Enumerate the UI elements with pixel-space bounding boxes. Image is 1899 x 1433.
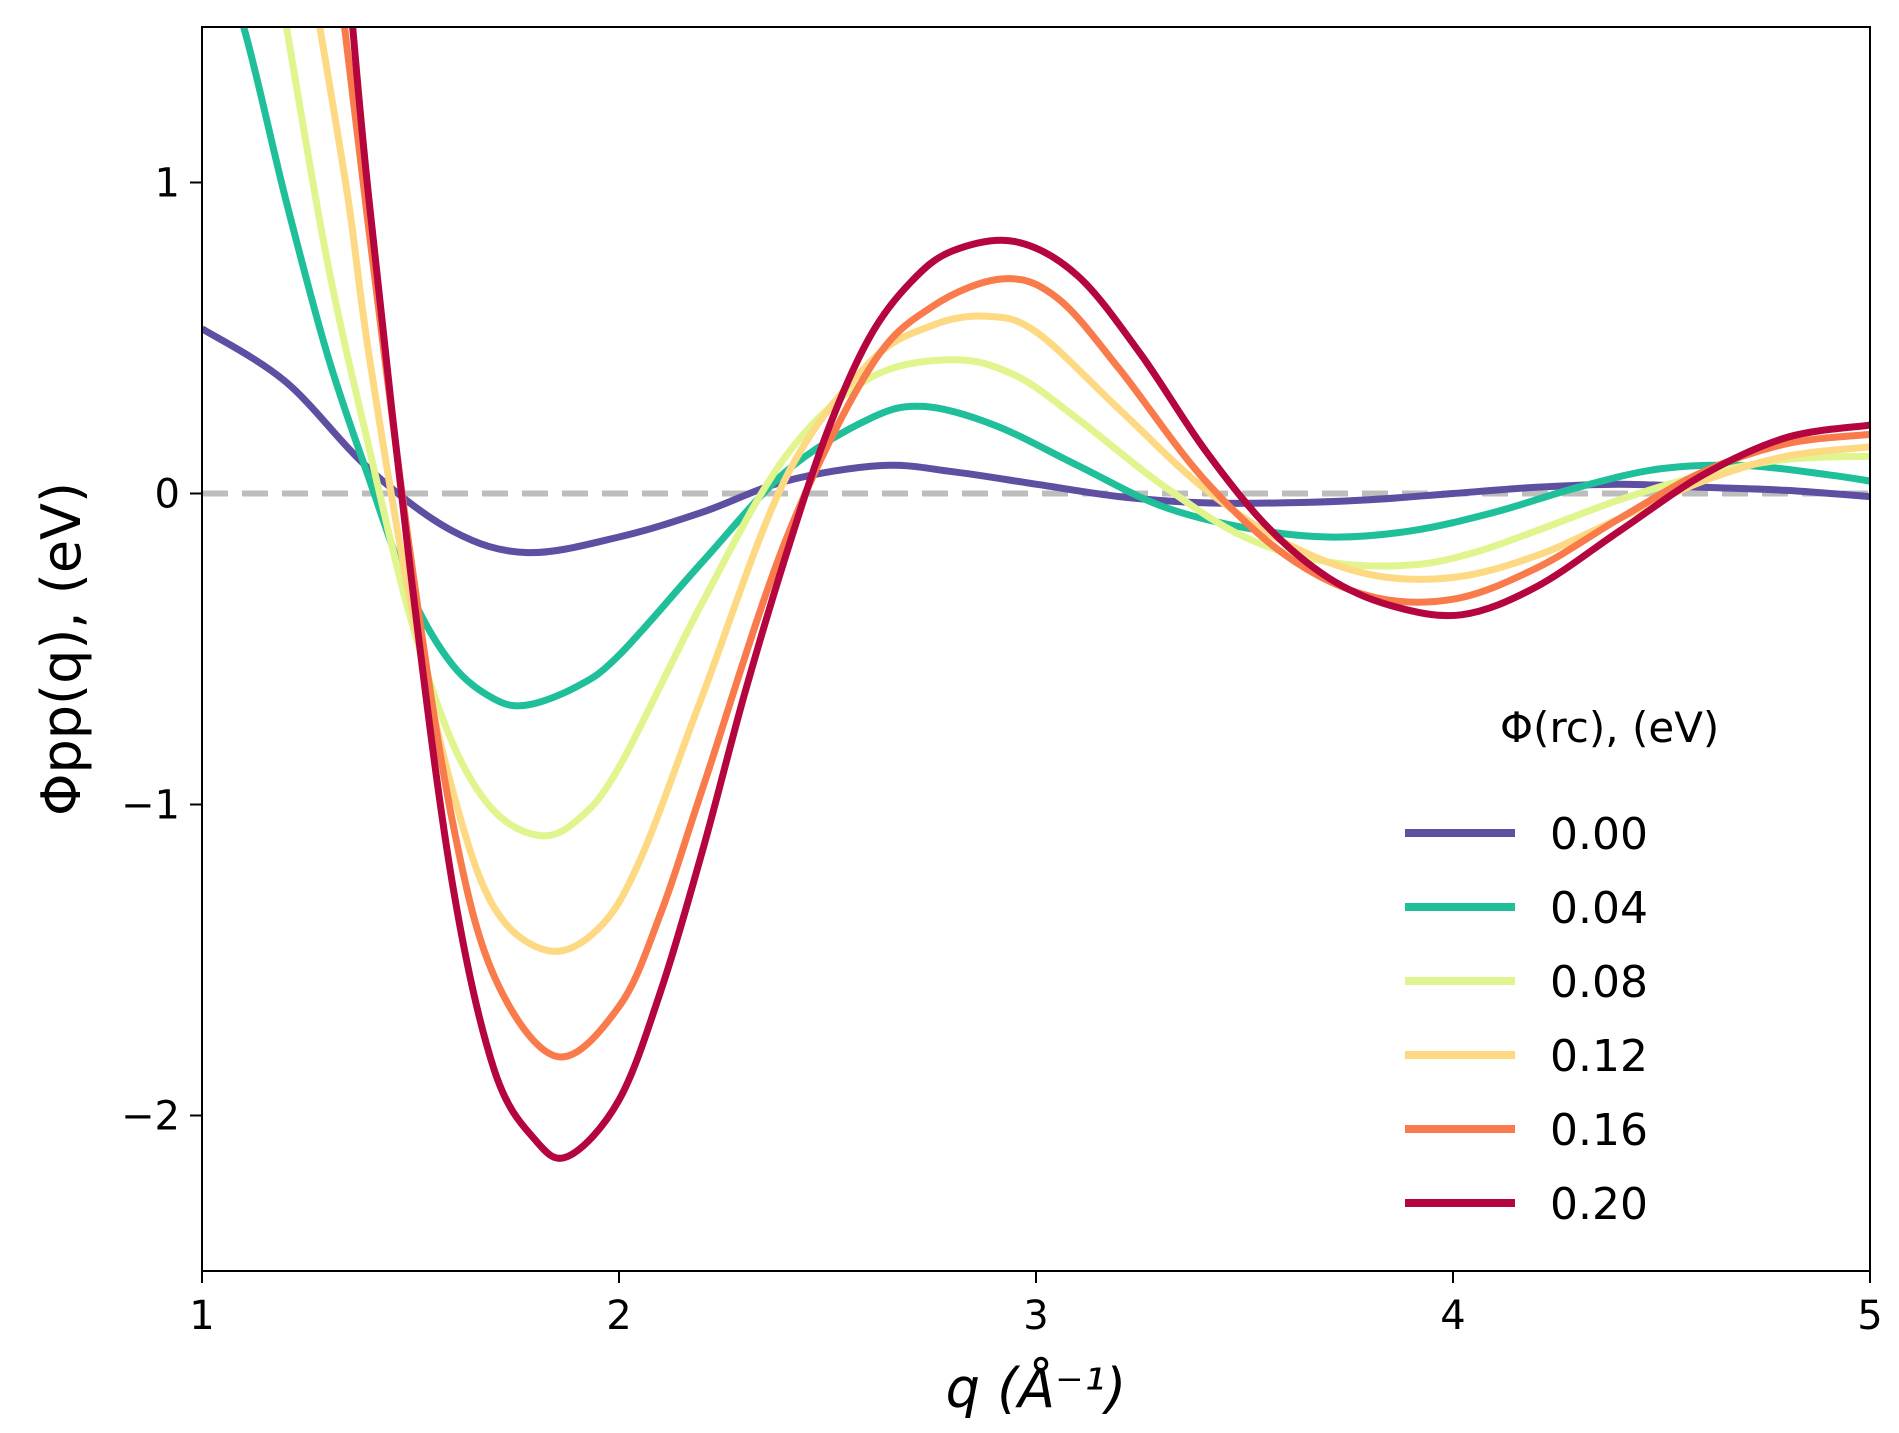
x-tick-label: 4 bbox=[1440, 1293, 1465, 1339]
y-axis-label: Φpp(q), (eV) bbox=[30, 482, 93, 816]
y-tick-label: 0 bbox=[155, 472, 180, 518]
legend-label: 0.08 bbox=[1550, 957, 1648, 1008]
x-tick-label: 2 bbox=[606, 1293, 631, 1339]
x-tick-label: 1 bbox=[189, 1293, 214, 1339]
series-line-0-16 bbox=[341, 27, 1870, 1061]
series-line-0-20 bbox=[349, 27, 1870, 1162]
y-tick-label: −1 bbox=[121, 783, 180, 829]
legend-title: Φ(rc), (eV) bbox=[1500, 703, 1719, 752]
legend-label: 0.12 bbox=[1550, 1031, 1648, 1082]
y-tick-label: −2 bbox=[121, 1094, 180, 1140]
x-axis-label: q (Å⁻¹) bbox=[946, 1356, 1127, 1420]
x-tick-label: 3 bbox=[1023, 1293, 1048, 1339]
series-line-0-04 bbox=[240, 27, 1870, 710]
legend-label: 0.04 bbox=[1550, 883, 1648, 934]
legend-label: 0.00 bbox=[1550, 809, 1648, 860]
plot-frame bbox=[201, 26, 1871, 1272]
legend-label: 0.20 bbox=[1550, 1179, 1648, 1230]
x-tick-label: 5 bbox=[1857, 1293, 1882, 1339]
y-tick-label: 1 bbox=[155, 161, 180, 207]
legend-label: 0.16 bbox=[1550, 1105, 1648, 1156]
legend: Φ(rc), (eV) 0.00 0.04 0.08 0.12 0.16 0.20 bbox=[1405, 703, 1719, 1230]
